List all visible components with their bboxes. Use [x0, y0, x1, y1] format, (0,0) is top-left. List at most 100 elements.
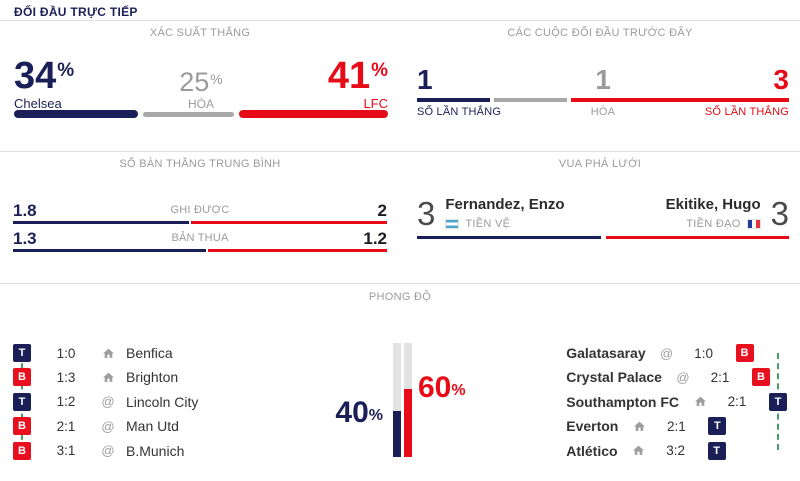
- opponent-name: Southampton FC: [566, 393, 679, 410]
- result-badge: T: [13, 392, 31, 411]
- away-conceded-value: 1.2: [363, 229, 387, 248]
- match-row: Southampton FC @ 2:1 T: [566, 392, 787, 411]
- conceded-ratio-line: [13, 249, 387, 252]
- head-to-head-lines: [417, 98, 789, 102]
- form-title: PHONG ĐỘ: [368, 291, 432, 303]
- head-to-head-title: CÁC CUỘC ĐỐI ĐẦU TRƯỚC ĐÂY: [507, 27, 693, 39]
- match-score: 3:2: [666, 443, 685, 459]
- draw-probability-value: 25%: [179, 67, 223, 97]
- home-scored-line: [13, 221, 190, 224]
- venue-indicator: @: [100, 420, 116, 433]
- home-scored-value: 1.8: [13, 201, 37, 220]
- win-probability-stats: 34% Chelsea 25% HÒA 41% LFC: [14, 57, 388, 110]
- avg-goals-scored-row: 1.8 GHI ĐƯỢC 2: [13, 201, 387, 224]
- home-form-list: T 1:0 @ Benfica B 1:3 @ Brighton T 1:2 @…: [13, 344, 198, 466]
- home-probability: 34% Chelsea: [14, 57, 74, 110]
- away-scored-value: 2: [377, 201, 387, 220]
- away-venue-icon: @: [101, 418, 115, 434]
- argentina-flag-icon: [445, 218, 460, 229]
- head-to-head-values: 1 1 3: [417, 66, 789, 94]
- match-row: B 2:1 @ Man Utd: [13, 417, 198, 436]
- away-probability-value: 41%: [327, 55, 388, 97]
- france-flag-icon: [746, 218, 761, 229]
- result-badge: T: [707, 441, 726, 460]
- away-scorer-position: TIỀN ĐẠO: [686, 217, 741, 230]
- home-venue-icon: [694, 396, 706, 407]
- opponent-name: B.Munich: [126, 442, 185, 459]
- match-score: 2:1: [710, 369, 730, 385]
- divider: [0, 283, 800, 284]
- home-venue-icon: [102, 348, 114, 358]
- away-venue-icon: @: [660, 345, 674, 361]
- home-scorer-position: TIỀN VỆ: [465, 217, 511, 230]
- opponent-name: Atlético: [566, 442, 618, 459]
- home-top-scorer: 3 Fernandez, Enzo TIỀN VỆ: [417, 195, 565, 232]
- away-venue-icon: @: [101, 394, 115, 410]
- draws-label: HÒA: [590, 106, 616, 118]
- opponent-name: Man Utd: [126, 418, 179, 435]
- home-scorer-name: Fernandez, Enzo: [445, 196, 565, 213]
- draws-value: 1: [595, 64, 611, 95]
- home-venue-icon: [633, 445, 644, 455]
- away-wins-value: 3: [773, 64, 789, 95]
- result-badge: B: [751, 368, 770, 387]
- match-row: T 1:2 @ Lincoln City: [13, 392, 199, 411]
- home-form-percent: 40%: [335, 396, 383, 429]
- away-venue-icon: @: [676, 369, 690, 385]
- venue-indicator: @: [659, 347, 675, 360]
- home-scorer-goals: 3: [417, 195, 436, 232]
- top-scorer-line: [417, 236, 789, 239]
- venue-indicator: @: [631, 444, 647, 457]
- win-probability-bars: [14, 110, 388, 118]
- home-wins-value: 1: [417, 64, 433, 95]
- result-badge: T: [708, 417, 727, 436]
- match-row: Galatasaray @ 1:0 B: [566, 344, 787, 362]
- away-form-percent: 60%: [418, 371, 466, 404]
- match-score: 2:1: [56, 418, 76, 434]
- home-wins-line: [417, 98, 490, 102]
- draw-probability-bar: [142, 111, 234, 117]
- top-scorer-stats: 3 Fernandez, Enzo TIỀN VỆ Ekitike, Hugo …: [417, 195, 789, 232]
- venue-indicator: @: [692, 395, 708, 408]
- venue-indicator: @: [675, 371, 691, 384]
- result-badge: B: [13, 441, 31, 460]
- venue-indicator: @: [631, 420, 647, 433]
- opponent-name: Lincoln City: [126, 393, 199, 410]
- home-form-bar: [393, 343, 401, 457]
- draw-label: HÒA: [187, 97, 214, 111]
- match-score: 2:1: [727, 394, 747, 410]
- away-scorer-name: Ekitike, Hugo: [665, 196, 761, 213]
- match-score: 1:0: [694, 345, 714, 361]
- match-score: 1:0: [56, 345, 76, 361]
- home-venue-icon: [633, 421, 645, 431]
- head-to-head-stats: 1 1 3 SỐ LẦN THẮNG HÒA SỐ LẦN THẮNG: [417, 66, 789, 118]
- draws-line: [493, 98, 567, 102]
- match-row: T 1:0 @ Benfica: [13, 344, 198, 362]
- result-badge: B: [735, 344, 754, 362]
- match-row: B 3:1 @ B.Munich: [13, 441, 198, 460]
- match-score: 1:2: [56, 394, 76, 410]
- average-goals-title: SỐ BÀN THẮNG TRUNG BÌNH: [119, 158, 281, 170]
- opponent-name: Crystal Palace: [566, 369, 662, 386]
- home-conceded-line: [13, 249, 207, 252]
- avg-goals-conceded-row: 1.3 BẢN THUA 1.2: [13, 229, 387, 252]
- away-conceded-line: [208, 249, 387, 252]
- away-venue-icon: @: [101, 443, 115, 459]
- opponent-name: Benfica: [126, 345, 173, 361]
- away-top-scorer: Ekitike, Hugo TIỀN ĐẠO 3: [665, 196, 789, 230]
- win-probability-title: XÁC SUẤT THẮNG: [149, 27, 251, 39]
- match-score: 1:3: [56, 369, 76, 385]
- away-form-list: Galatasaray @ 1:0 B Crystal Palace @ 2:1…: [566, 344, 787, 466]
- venue-indicator: @: [100, 444, 116, 457]
- form-percentage-bars: [393, 343, 412, 457]
- away-wins-label: SỐ LẦN THẮNG: [704, 106, 789, 118]
- result-badge: T: [769, 392, 787, 411]
- result-badge: T: [13, 344, 31, 362]
- away-form-bar: [404, 343, 412, 457]
- match-score: 3:1: [56, 443, 76, 459]
- scored-label: GHI ĐƯỢC: [170, 204, 230, 216]
- venue-indicator: @: [100, 371, 116, 384]
- home-probability-value: 34%: [14, 55, 75, 97]
- conceded-label: BẢN THUA: [171, 232, 229, 244]
